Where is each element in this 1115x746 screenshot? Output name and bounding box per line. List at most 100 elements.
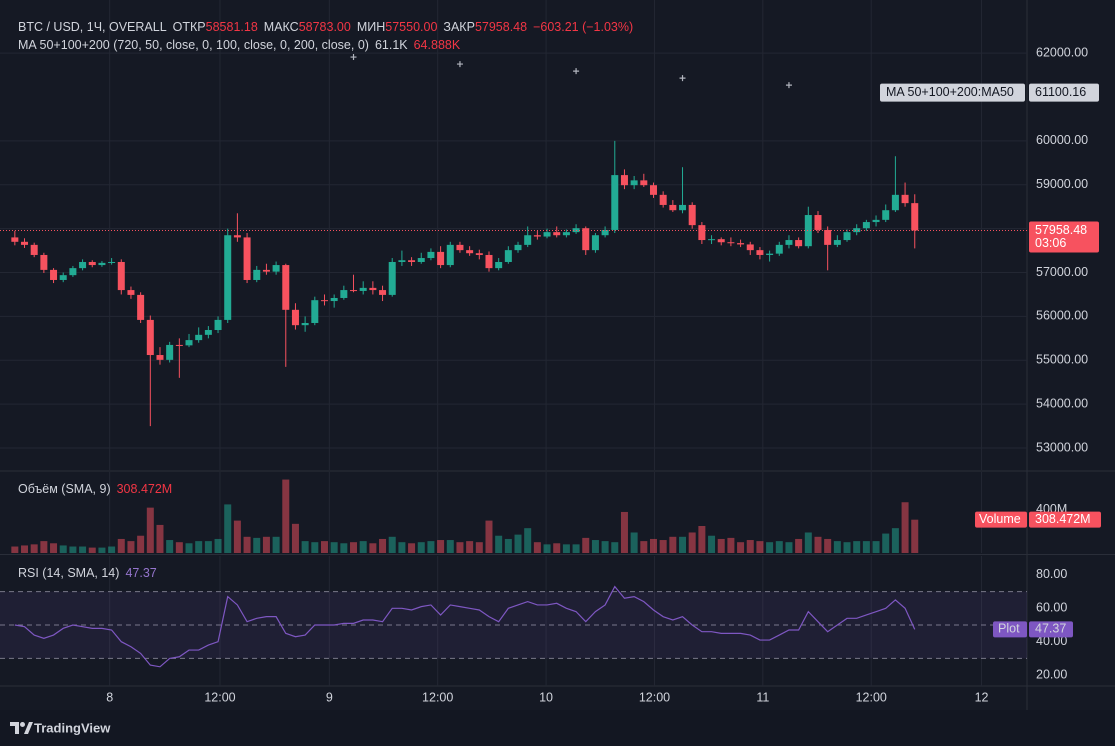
volume-bar <box>872 541 880 553</box>
volume-bar <box>485 520 493 553</box>
volume-bar <box>727 537 735 553</box>
candle-body <box>146 319 154 356</box>
ohlc-value: 57958.48 <box>474 20 528 34</box>
y-tick-label: 80.00 <box>1036 567 1067 581</box>
ma-tag <box>880 83 1025 102</box>
volume-bar <box>446 540 454 553</box>
candle-body <box>224 235 232 320</box>
candle-body <box>649 185 657 195</box>
indicator-legend: MA 50+100+200 (720, 50, close, 0, 100, c… <box>18 37 466 53</box>
volume-bar <box>437 540 445 553</box>
candle-body <box>388 261 396 295</box>
candle-body <box>21 241 29 245</box>
volume-bar <box>901 502 909 553</box>
candle-body <box>485 254 493 269</box>
volume-bar <box>572 544 580 553</box>
series-tag <box>993 621 1027 638</box>
volume-bar <box>262 536 270 553</box>
labels: 8 12:00 9 12:00 10 12:00 11 12:00 12 53000.00 5400… <box>106 45 1101 704</box>
candle-body <box>311 300 319 323</box>
volume-bar <box>679 536 687 553</box>
candle-body <box>369 287 377 291</box>
ma-tag-value-bg <box>1029 83 1099 102</box>
x-tick-label: 12 <box>975 690 989 704</box>
volume-bar <box>40 541 48 553</box>
candle-body <box>872 219 880 223</box>
volume-bar <box>369 543 377 553</box>
volume-bar <box>388 536 396 553</box>
candle-body <box>30 244 38 255</box>
ohlc-label: ОТКР <box>172 20 206 34</box>
candle-body <box>669 204 677 211</box>
ma-tag-label: MA 50+100+200:MA50 <box>886 85 1014 99</box>
candle-body <box>50 269 58 280</box>
candle-body <box>359 287 367 291</box>
candle-body <box>727 242 735 244</box>
volume-bar <box>253 537 261 553</box>
candle-body <box>108 261 116 263</box>
volume-bar <box>495 535 503 553</box>
volume-bar <box>620 511 628 553</box>
indicator-value: 64.888K <box>413 38 461 52</box>
candle-body <box>853 228 861 233</box>
rsi-legend: RSI (14, SMA, 14) 47.37 <box>18 565 163 581</box>
volume-bar <box>204 541 212 553</box>
x-tick-label: 9 <box>326 690 333 704</box>
countdown: 03:06 <box>1035 236 1066 250</box>
volume-bar <box>243 536 251 553</box>
candle-body <box>11 237 19 242</box>
ma-marker <box>573 68 580 75</box>
volume-bar <box>891 528 899 553</box>
volume-bar <box>214 538 222 553</box>
volume-bar <box>88 547 96 553</box>
value-tag <box>1029 621 1073 638</box>
volume-bar <box>330 542 338 553</box>
candle-body <box>562 232 570 236</box>
candle-body <box>911 203 919 231</box>
volume-bar <box>843 542 851 553</box>
marks <box>0 54 1027 668</box>
volume-bar <box>514 534 522 553</box>
volume-tag <box>975 511 1027 528</box>
y-tick-label: 62000.00 <box>1036 45 1088 59</box>
volume-bar <box>175 542 183 553</box>
candle-body <box>717 239 725 243</box>
rsi-title: RSI (14, SMA, 14) <box>18 566 120 580</box>
volume-bar <box>408 543 416 553</box>
volume-bar <box>108 546 116 553</box>
ma-marker <box>679 75 686 82</box>
y-tick-label: 57000.00 <box>1036 265 1088 279</box>
volume-bar <box>553 543 561 553</box>
candle-body <box>833 240 841 245</box>
volume-bar <box>804 532 812 553</box>
symbol: BTC / USD, 1Ч, OVERALL <box>18 20 167 34</box>
indicator-name: MA 50+100+200 (720, 50, close, 0, 100, c… <box>18 38 369 52</box>
candle-body <box>708 239 716 241</box>
candle-body <box>601 229 609 236</box>
volume-bar <box>533 542 541 553</box>
volume-bar <box>814 536 822 553</box>
ohlc-label: МАКС <box>263 20 299 34</box>
candle-body <box>456 244 464 251</box>
ohlc-legend: BTC / USD, 1Ч, OVERALL ОТКР58581.18 МАКС58… <box>18 19 639 35</box>
candle-body <box>243 237 251 280</box>
volume-bar <box>301 541 309 553</box>
candle-body <box>524 235 532 245</box>
volume-bar <box>50 543 58 553</box>
ohlc-value: 58783.00 <box>298 20 351 34</box>
series-tag-name: Plot <box>998 622 1020 636</box>
last-price-tag <box>1029 221 1099 253</box>
candle-body <box>679 204 687 211</box>
volume-title: Объём (SMA, 9) <box>18 482 111 496</box>
candle-body <box>640 180 648 186</box>
y-tick-label: 53000.00 <box>1036 440 1088 454</box>
volume-bar <box>775 541 783 553</box>
volume-bar <box>601 541 609 553</box>
candle-body <box>175 344 183 346</box>
volume-value: 308.472M <box>116 482 173 496</box>
candle-body <box>282 265 290 310</box>
candle-body <box>737 243 745 245</box>
volume-bar <box>882 533 890 553</box>
last-price-label: 57958.48 <box>1035 223 1087 237</box>
candle-body <box>591 235 599 251</box>
